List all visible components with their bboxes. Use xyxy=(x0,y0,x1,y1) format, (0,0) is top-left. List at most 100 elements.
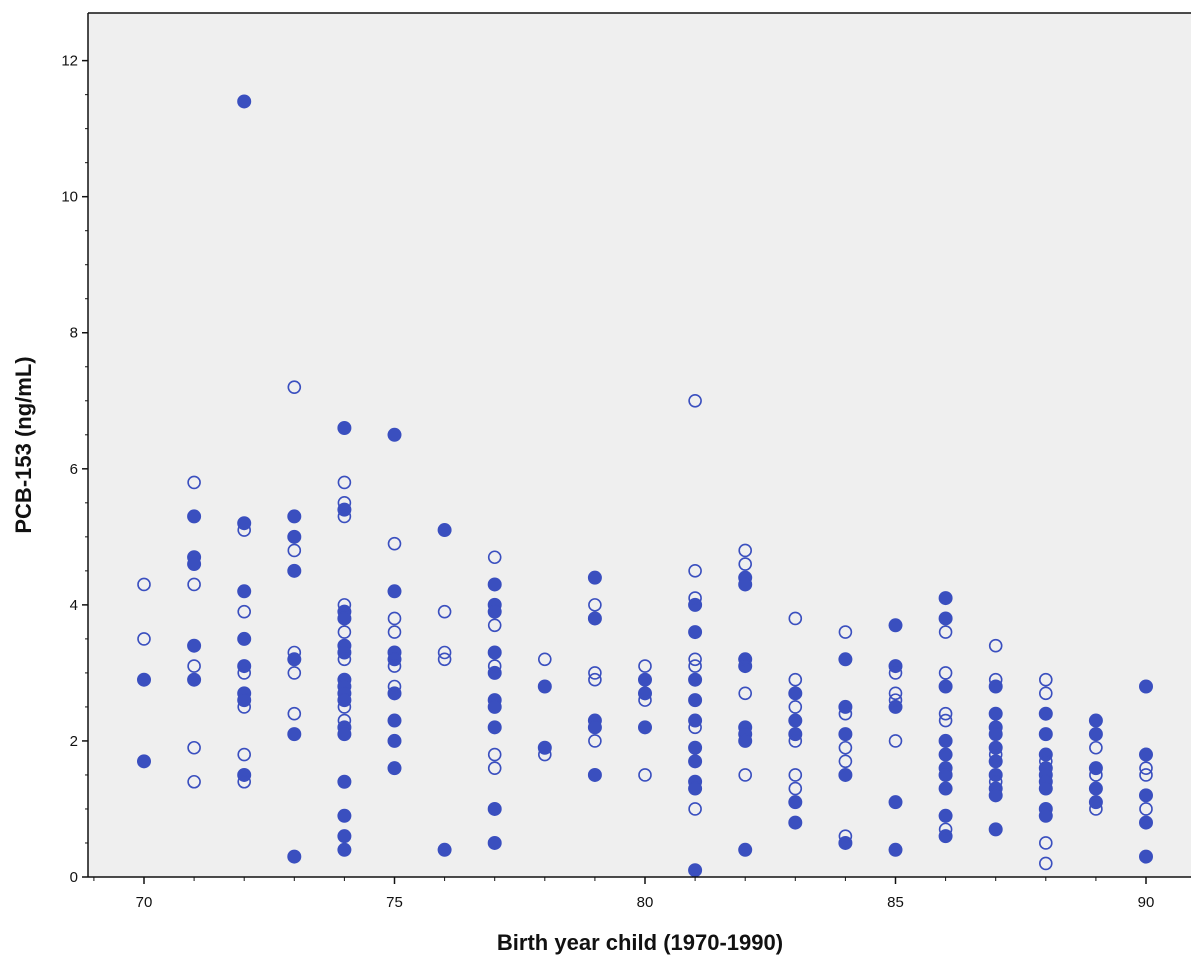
filled-data-point xyxy=(587,767,602,782)
open-data-point xyxy=(888,686,903,701)
y-axis-ticks: 0 2 4 6 8 10 12 xyxy=(61,53,88,886)
open-data-point xyxy=(237,523,251,537)
filled-data-point xyxy=(1139,849,1153,864)
open-data-point xyxy=(1039,686,1053,701)
open-data-point xyxy=(888,734,903,748)
open-data-point xyxy=(638,768,652,782)
open-data-point xyxy=(888,666,903,680)
open-data-point xyxy=(237,604,251,619)
open-data-point xyxy=(788,611,803,626)
x-tick-label: 85 xyxy=(887,894,904,911)
open-data-point xyxy=(337,700,352,714)
filled-data-point xyxy=(287,509,302,524)
filled-data-point xyxy=(938,781,953,796)
filled-data-point xyxy=(537,679,552,694)
open-data-point xyxy=(988,774,1003,789)
filled-data-point xyxy=(688,740,703,755)
filled-data-point xyxy=(387,686,402,701)
filled-data-point xyxy=(1088,781,1103,796)
filled-data-point xyxy=(888,842,903,857)
filled-data-point xyxy=(337,774,352,789)
filled-data-point xyxy=(988,767,1003,782)
open-data-point xyxy=(838,829,853,843)
open-data-point xyxy=(888,693,903,707)
y-tick-label: 4 xyxy=(70,597,78,614)
open-data-point xyxy=(838,740,853,755)
filled-data-point xyxy=(337,611,352,626)
filled-data-point xyxy=(287,727,302,742)
filled-data-point xyxy=(688,693,703,708)
open-data-point xyxy=(337,475,352,490)
x-tick-label: 80 xyxy=(637,894,654,911)
open-data-point xyxy=(638,693,652,707)
filled-data-point xyxy=(1088,727,1103,742)
filled-data-point xyxy=(337,829,352,844)
filled-data-point xyxy=(587,720,602,735)
open-data-point xyxy=(337,625,352,639)
open-data-point xyxy=(988,638,1003,653)
filled-data-point xyxy=(638,672,652,687)
filled-data-point xyxy=(537,740,552,755)
open-data-point xyxy=(788,700,803,714)
open-data-point xyxy=(688,393,702,408)
filled-data-point xyxy=(187,509,202,524)
filled-data-point xyxy=(988,679,1003,694)
open-data-point xyxy=(1039,856,1053,871)
filled-data-point xyxy=(988,754,1003,769)
open-data-point xyxy=(938,625,953,639)
open-data-point xyxy=(738,557,753,571)
open-data-point xyxy=(1139,802,1153,816)
open-data-point xyxy=(337,598,352,612)
open-data-point xyxy=(1039,754,1053,769)
open-data-point xyxy=(287,543,302,558)
open-data-point xyxy=(938,666,953,680)
filled-data-point xyxy=(487,699,502,714)
filled-data-point xyxy=(1088,761,1103,776)
filled-data-point xyxy=(788,686,803,701)
y-axis-title: PCB-153 (ng/mL) xyxy=(11,356,36,533)
open-data-point xyxy=(688,564,702,578)
filled-data-point xyxy=(487,665,502,680)
filled-data-point xyxy=(237,94,252,109)
filled-data-point xyxy=(337,502,352,517)
y-tick-label: 8 xyxy=(70,325,78,342)
y-tick-label: 2 xyxy=(70,733,78,750)
open-data-point xyxy=(988,672,1003,687)
filled-data-point xyxy=(387,713,402,728)
filled-data-point xyxy=(988,706,1003,721)
open-data-point xyxy=(537,747,552,762)
open-data-point xyxy=(1089,740,1103,755)
open-data-point xyxy=(788,781,803,796)
open-data-point xyxy=(588,672,602,687)
filled-data-point xyxy=(838,835,853,850)
filled-data-point xyxy=(788,727,803,742)
filled-data-point xyxy=(137,672,151,687)
filled-data-point xyxy=(938,733,953,748)
filled-data-point xyxy=(387,733,402,748)
filled-data-point xyxy=(337,420,352,435)
filled-data-point xyxy=(738,842,753,857)
open-data-point xyxy=(487,761,502,775)
filled-data-point xyxy=(1038,727,1053,742)
open-data-point xyxy=(237,747,251,762)
open-data-point xyxy=(237,700,251,714)
filled-data-point xyxy=(838,699,853,714)
open-data-point xyxy=(688,659,702,673)
open-data-point xyxy=(287,380,302,394)
filled-data-point xyxy=(738,733,753,748)
open-data-point xyxy=(187,475,201,490)
open-data-point xyxy=(838,754,853,769)
open-data-point xyxy=(287,666,302,680)
filled-data-point xyxy=(1139,788,1153,803)
filled-data-point xyxy=(337,645,352,660)
open-data-point xyxy=(1039,836,1053,850)
filled-data-point xyxy=(487,604,502,619)
filled-data-point xyxy=(738,659,753,674)
open-data-point xyxy=(387,536,402,551)
filled-data-point xyxy=(688,625,703,640)
open-data-point xyxy=(337,713,352,728)
y-tick-label: 10 xyxy=(61,189,78,206)
open-data-point xyxy=(237,774,251,789)
filled-data-point xyxy=(337,808,352,823)
